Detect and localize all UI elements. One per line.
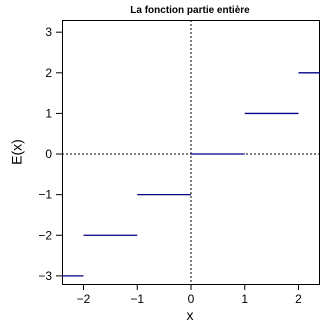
x-axis-title: x [187, 307, 194, 323]
y-tick-label: −3 [38, 269, 52, 283]
y-tick-label: 3 [45, 25, 52, 39]
y-tick-label: 0 [45, 147, 52, 161]
y-tick-label: 1 [45, 106, 52, 120]
x-tick-label: 2 [295, 292, 302, 306]
step-series [62, 72, 320, 277]
chart-title: La fonction partie entière [130, 5, 250, 16]
x-tick-label: −1 [130, 292, 144, 306]
y-tick-label: −1 [38, 188, 52, 202]
y-tick-label: −2 [38, 228, 52, 242]
x-tick-label: −2 [77, 292, 91, 306]
y-axis-title: E(x) [9, 139, 25, 165]
x-tick-label: 1 [241, 292, 248, 306]
x-tick-label: 0 [188, 292, 195, 306]
y-tick-label: 2 [45, 66, 52, 80]
